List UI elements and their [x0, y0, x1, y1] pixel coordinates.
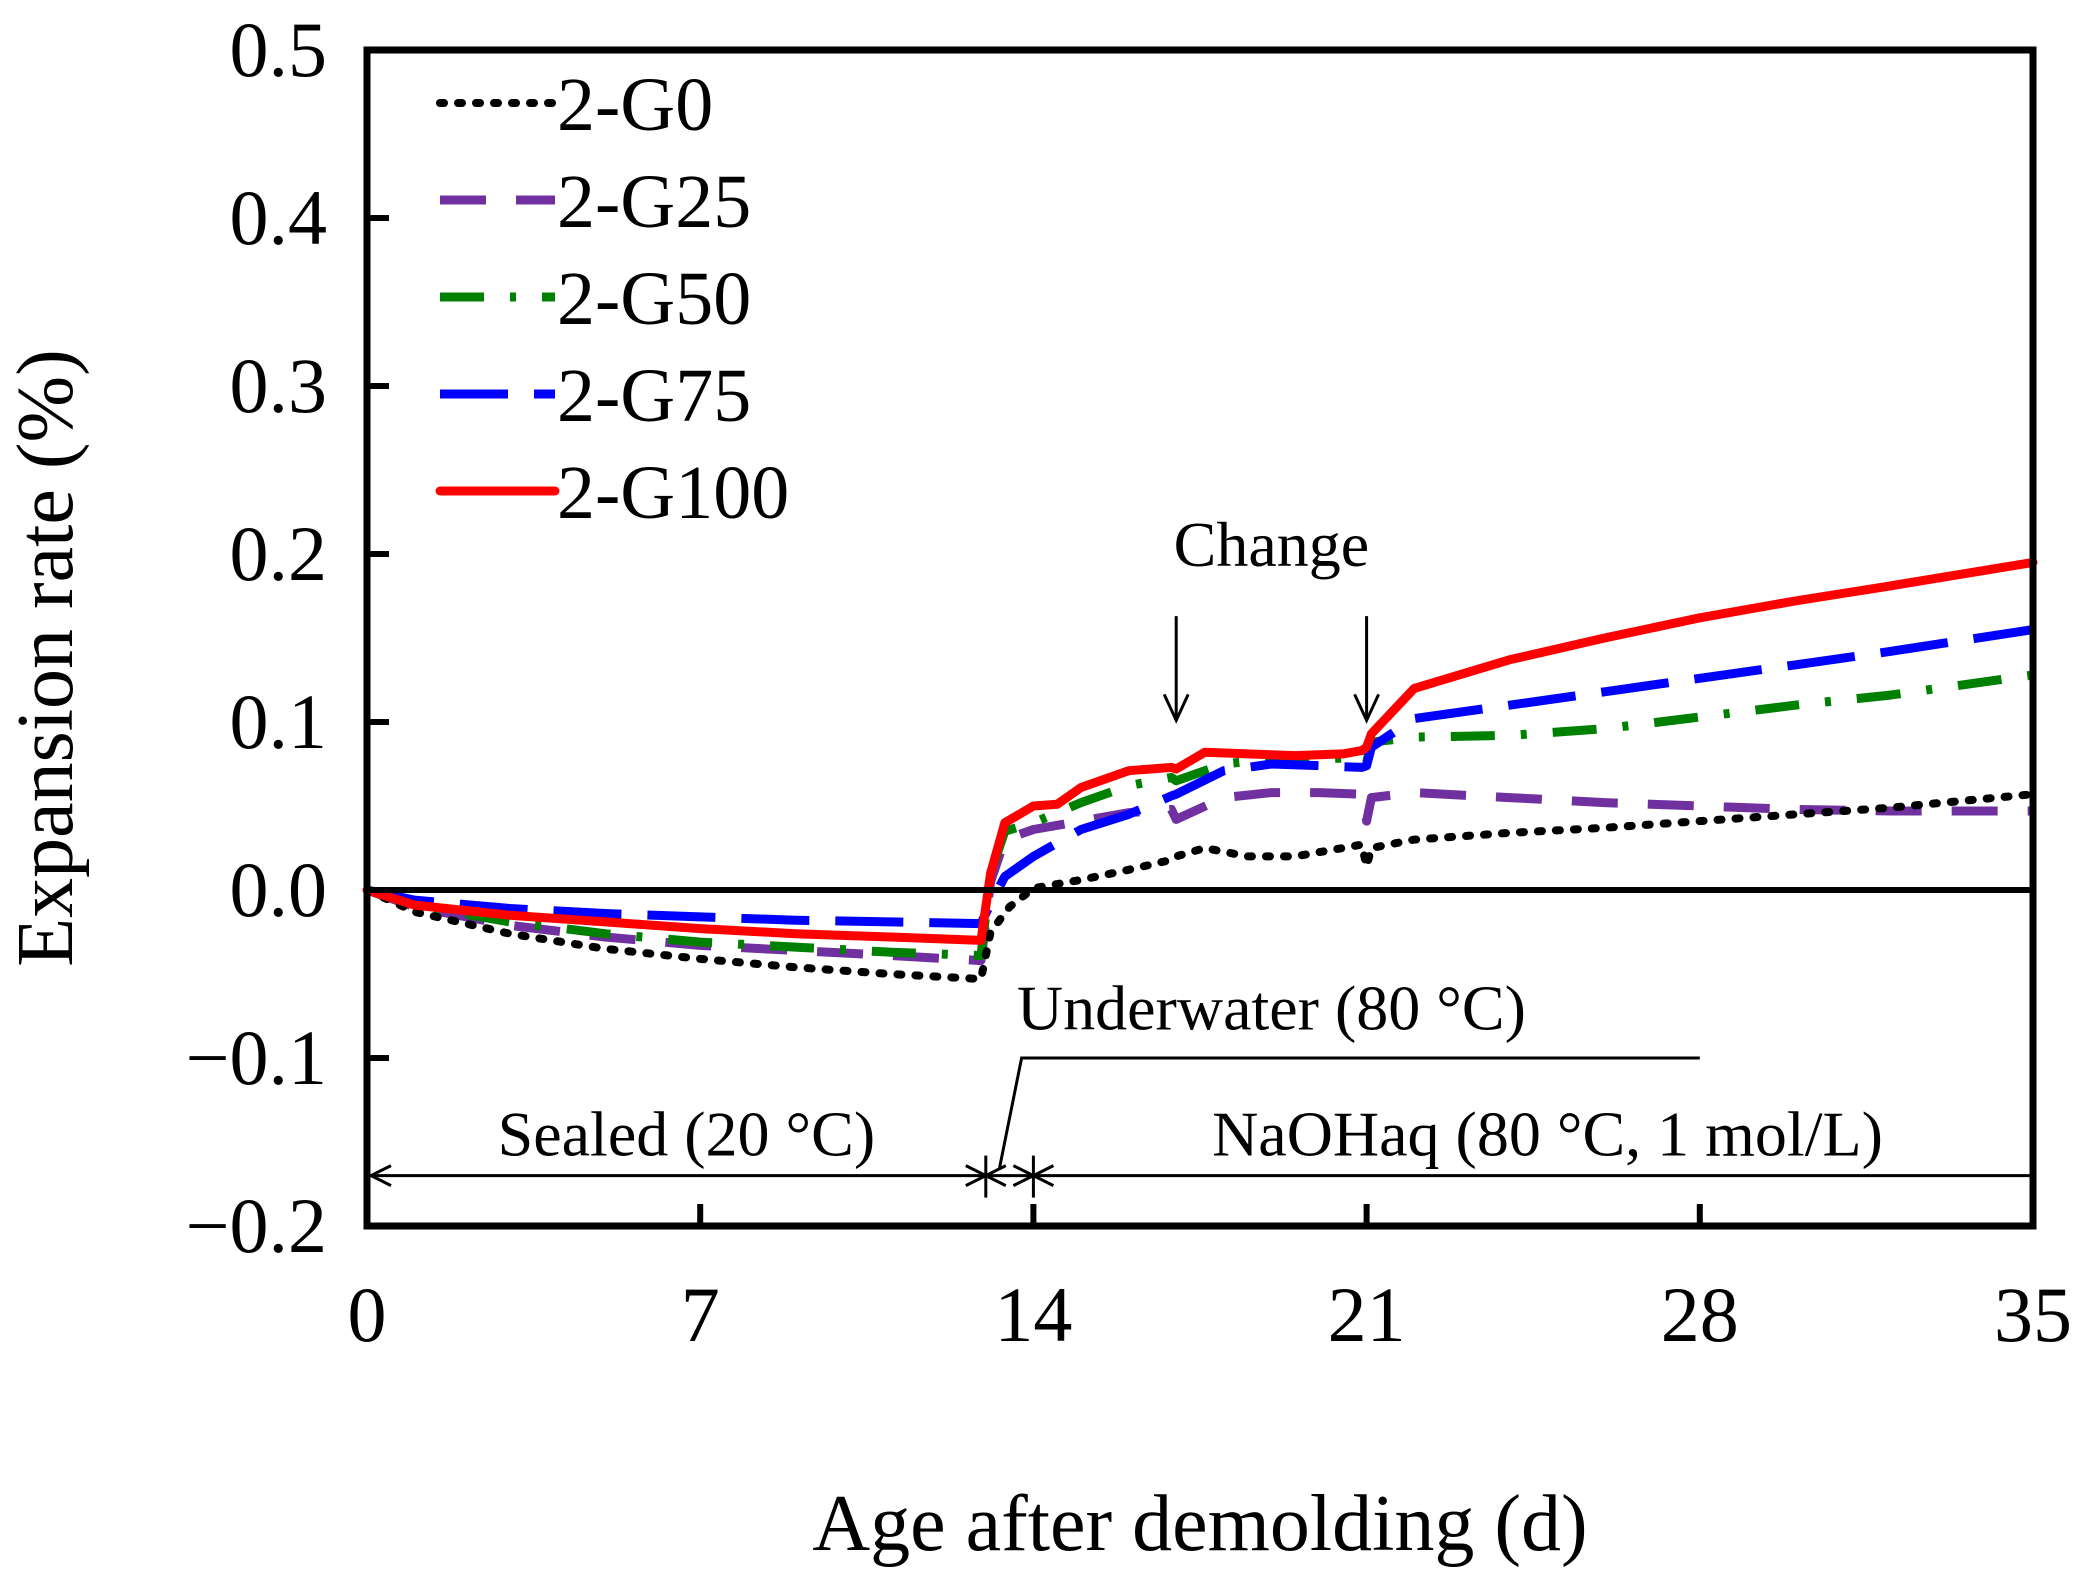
naoh-phase-label: NaOHaq (80 °C, 1 mol/L)	[1212, 1099, 1883, 1170]
legend-label-2-g0: 2-G0	[557, 63, 713, 147]
sealed-phase-label: Sealed (20 °C)	[498, 1099, 876, 1170]
y-tick-label: 0.4	[230, 174, 328, 261]
change-arrow-head	[1162, 693, 1190, 724]
x-tick-label: 7	[681, 1271, 720, 1358]
y-tick-label: 0.2	[230, 510, 328, 597]
x-tick-label: 35	[1994, 1271, 2072, 1358]
y-tick-label: 0.3	[230, 342, 328, 429]
plot-frame	[363, 46, 2037, 1230]
legend-label-2-g75: 2-G75	[557, 354, 751, 438]
annotations: Change Sealed (20 °C) Underwater (80 °C)…	[367, 509, 2033, 1198]
series-line-2-g50	[365, 670, 2034, 960]
y-tick-label: −0.2	[186, 1182, 328, 1269]
series-line-2-g100	[362, 557, 2038, 945]
legend-label-2-g100: 2-G100	[557, 451, 789, 535]
y-axis-title: Expansion rate (%)	[2, 349, 90, 967]
change-arrow-head	[1353, 693, 1380, 724]
x-tick-label: 28	[1661, 1271, 1739, 1358]
x-axis-title: Age after demolding (d)	[812, 1480, 1587, 1568]
underwater-bracket	[998, 1056, 1700, 1168]
series-line-2-g0	[363, 790, 2037, 983]
legend-label-2-g50: 2-G50	[557, 257, 751, 341]
x-tick-label: 0	[348, 1271, 387, 1358]
underwater-phase-label: Underwater (80 °C)	[1017, 972, 1526, 1043]
series-line-2-g75	[366, 625, 2034, 929]
y-tick-label: 0.1	[230, 678, 328, 765]
y-tick-label: 0.5	[230, 6, 328, 93]
legend: 2-G0 2-G25 2-G50 2-G75 2-G100	[435, 63, 789, 535]
y-tick-label: −0.1	[186, 1014, 328, 1101]
change-label: Change	[1174, 509, 1370, 580]
x-tick-label: 21	[1328, 1271, 1406, 1358]
series-lines	[362, 557, 2038, 983]
y-tick-label: 0.0	[230, 846, 328, 933]
series-line-2-g25	[365, 788, 2033, 966]
legend-label-2-g25: 2-G25	[557, 160, 751, 244]
axes: 0 7 14 21 28 35 −0.2 −0.1 0.0 0.1 0.2 0.3 0.4 0.5	[186, 6, 2073, 1358]
sealed-arrow-head-left	[367, 1164, 392, 1187]
x-tick-label: 14	[994, 1271, 1072, 1358]
